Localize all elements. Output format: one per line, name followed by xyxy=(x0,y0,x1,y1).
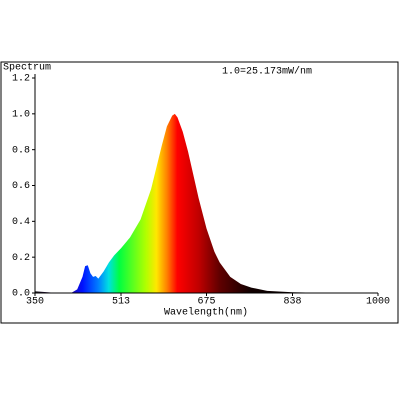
x-tick-label: 350 xyxy=(26,297,44,308)
x-tick-label: 838 xyxy=(284,297,302,308)
y-tick-label: 0.2 xyxy=(12,253,30,264)
y-tick-label: 0.4 xyxy=(12,217,30,228)
x-tick-label: 675 xyxy=(197,297,215,308)
y-tick-label: 0.8 xyxy=(12,145,30,156)
y-tick-label: 1.0 xyxy=(12,109,30,120)
y-tick-label: 1.2 xyxy=(12,74,30,85)
x-tick-label: 513 xyxy=(112,297,130,308)
y-tick-label: 0.6 xyxy=(12,181,30,192)
y-tick-label: 0.0 xyxy=(12,289,30,300)
annotation: 1.0=25.173mW/nm xyxy=(222,66,312,78)
y-axis-label: Spectrum xyxy=(3,63,51,74)
x-tick-label: 1000 xyxy=(366,297,390,308)
x-axis-label: Wavelength(nm) xyxy=(164,307,248,319)
spectrum-area xyxy=(35,113,378,293)
